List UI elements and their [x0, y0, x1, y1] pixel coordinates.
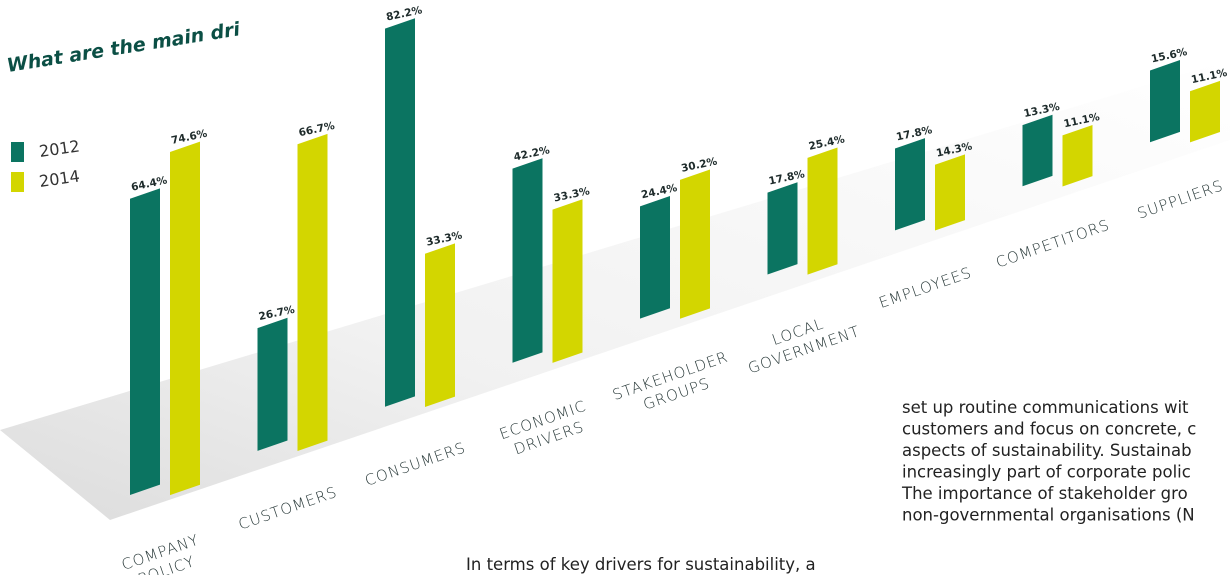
bar — [170, 141, 200, 496]
x-tick-label: COMPETITORS — [994, 216, 1113, 272]
legend-swatch — [11, 172, 24, 192]
value-label: 25.4% — [808, 133, 847, 152]
bar — [935, 154, 965, 231]
body-text: In terms of key drivers for sustainabili… — [466, 555, 816, 574]
body-text: set up routine communications wit — [902, 398, 1189, 417]
body-text: increasingly part of corporate polic — [902, 463, 1191, 482]
body-text: customers and focus on concrete, c — [902, 420, 1196, 439]
legend-label: 2012 — [38, 136, 81, 160]
bar — [512, 158, 543, 363]
bar — [297, 133, 328, 452]
x-tick-label: CUSTOMERS — [236, 483, 340, 534]
bar — [680, 169, 710, 319]
value-label: 33.3% — [553, 185, 592, 204]
bar — [1062, 125, 1093, 187]
legend-swatch — [11, 142, 24, 162]
category-label: CUSTOMERS — [236, 483, 340, 534]
body-text: non-governmental organisations (N — [902, 506, 1195, 525]
value-label: 26.7% — [258, 304, 297, 323]
bar — [895, 138, 925, 231]
category-label: CONSUMERS — [363, 438, 468, 489]
value-label: 66.7% — [298, 120, 337, 139]
bar — [1190, 80, 1220, 143]
value-label: 42.2% — [513, 144, 552, 163]
value-label: 24.4% — [640, 182, 679, 201]
category-label: COMPETITORS — [994, 216, 1113, 272]
bar — [425, 243, 455, 407]
bar — [767, 182, 798, 275]
bar — [640, 195, 670, 319]
value-label: 82.2% — [385, 4, 424, 23]
value-label: 64.4% — [130, 174, 169, 193]
bar — [385, 18, 415, 407]
value-label: 15.6% — [1150, 46, 1189, 65]
body-text: aspects of sustainability. Sustainab — [902, 441, 1192, 460]
category-label: EMPLOYEES — [877, 263, 975, 312]
x-tick-label: EMPLOYEES — [877, 263, 975, 312]
bar — [1022, 114, 1053, 187]
bar — [130, 188, 160, 495]
body-text: The importance of stakeholder gro — [901, 484, 1188, 503]
value-label: 17.8% — [768, 168, 807, 187]
value-label: 74.6% — [170, 128, 209, 147]
value-label: 33.3% — [425, 229, 464, 248]
x-tick-label: CONSUMERS — [363, 438, 468, 489]
value-label: 17.8% — [895, 124, 934, 143]
legend-label: 2014 — [38, 166, 81, 190]
value-label: 30.2% — [680, 155, 719, 174]
category-label: SUPPLIERS — [1135, 176, 1226, 222]
bar — [257, 317, 288, 451]
chart-title: What are the main dri — [5, 18, 242, 77]
bar — [1150, 60, 1180, 143]
bar — [807, 147, 838, 275]
x-tick-label: SUPPLIERS — [1135, 176, 1226, 222]
bar — [552, 199, 583, 363]
